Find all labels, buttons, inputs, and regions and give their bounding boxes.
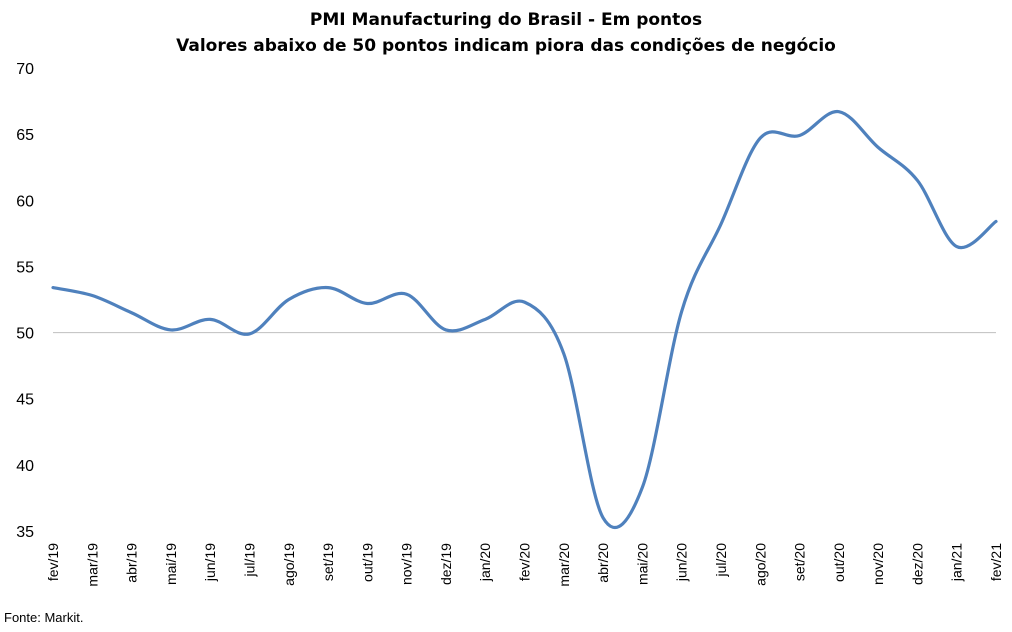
chart-subtitle: Valores abaixo de 50 pontos indicam pior…	[176, 36, 836, 56]
x-tick-label: abr/19	[124, 543, 140, 583]
y-axis: 35 40 45 50 55 60 65 70	[16, 61, 34, 541]
x-tick-label: dez/19	[438, 543, 454, 585]
y-tick-label: 60	[16, 193, 34, 210]
x-tick-label: set/20	[792, 543, 808, 581]
y-tick-label: 45	[16, 392, 34, 409]
x-tick-label: jun/19	[202, 543, 218, 582]
x-tick-label: jul/20	[713, 543, 729, 578]
y-tick-label: 70	[16, 61, 34, 78]
x-tick-label: dez/20	[909, 543, 925, 585]
chart-title: PMI Manufacturing do Brasil - Em pontos	[309, 10, 703, 30]
x-tick-label: jan/20	[477, 543, 493, 582]
y-tick-label: 55	[16, 259, 34, 276]
x-tick-label: out/20	[831, 543, 847, 582]
x-tick-label: mar/19	[84, 543, 100, 587]
x-tick-label: nov/20	[870, 543, 886, 585]
y-tick-label: 35	[16, 524, 34, 541]
x-tick-label: fev/20	[517, 543, 533, 581]
x-tick-label: ago/19	[281, 543, 297, 586]
x-tick-label: out/19	[359, 543, 375, 582]
pmi-series-line	[51, 110, 998, 530]
x-tick-label: fev/21	[988, 543, 1004, 581]
x-tick-label: abr/20	[595, 543, 611, 583]
x-tick-label: jul/19	[241, 543, 257, 578]
y-tick-label: 40	[16, 458, 34, 475]
x-axis: fev/19 mar/19 abr/19 mai/19 jun/19 jul/19 ago/…	[45, 543, 1004, 587]
x-tick-label: nov/19	[399, 543, 415, 585]
series-group	[51, 110, 998, 530]
y-tick-label: 65	[16, 127, 34, 144]
source-note: Fonte: Markit.	[4, 610, 84, 625]
x-tick-label: ago/20	[752, 543, 768, 586]
x-tick-label: mar/20	[556, 543, 572, 587]
x-tick-label: jun/20	[674, 543, 690, 582]
x-tick-label: mai/20	[634, 543, 650, 585]
x-tick-label: jan/21	[949, 543, 965, 582]
y-tick-label: 50	[16, 326, 34, 343]
x-tick-label: set/19	[320, 543, 336, 581]
x-tick-label: fev/19	[45, 543, 61, 581]
x-tick-label: mai/19	[163, 543, 179, 585]
